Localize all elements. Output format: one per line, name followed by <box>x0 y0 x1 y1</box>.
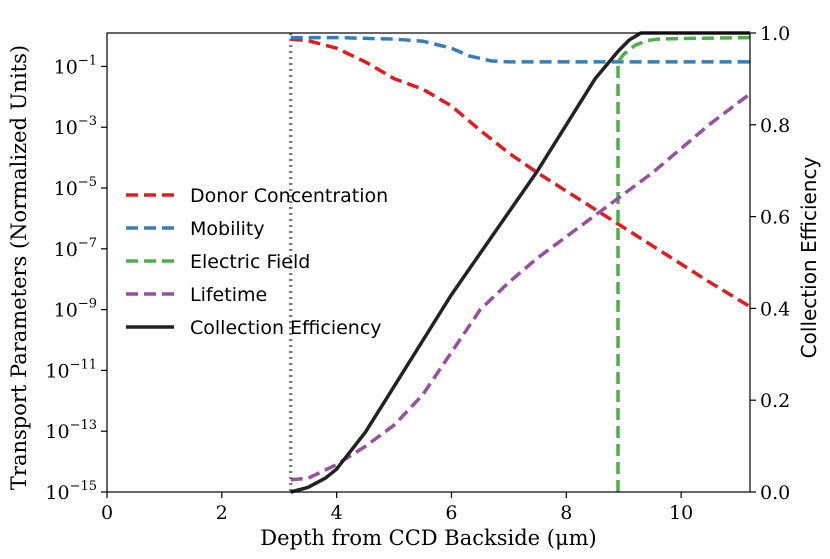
y-axis-left: 10−1 10−3 10−5 10−7 10−9 10−11 10−13 10−15 <box>45 53 107 504</box>
legend-item: Donor Concentration <box>126 185 388 207</box>
y-left-tick-label: 10−13 <box>45 418 97 443</box>
y-left-tick-label: 10−7 <box>54 236 97 261</box>
x-tick-label: 2 <box>216 502 228 524</box>
y-right-tick-label: 0.2 <box>760 390 790 412</box>
series-donor-concentration <box>290 37 750 309</box>
y-axis-left-label: Transport Parameters (Normalized Units) <box>7 45 31 490</box>
y-left-tick-label: 10−5 <box>54 175 97 200</box>
y-right-tick-label: 0.8 <box>760 115 790 137</box>
x-tick-label: 6 <box>445 502 457 524</box>
y-axis-right: 0.0 0.2 0.4 0.6 0.8 1.0 <box>750 23 790 504</box>
x-tick-label: 0 <box>101 502 113 524</box>
x-tick-label: 8 <box>560 502 572 524</box>
legend-label: Donor Concentration <box>190 185 388 207</box>
legend-label: Electric Field <box>190 251 310 273</box>
x-axis: 0 2 4 6 8 10 <box>101 492 693 524</box>
series-electric-field <box>616 35 750 492</box>
y-left-tick-label: 10−15 <box>45 479 97 504</box>
legend-label: Lifetime <box>190 284 267 306</box>
y-left-tick-label: 10−9 <box>54 297 97 322</box>
series-mobility <box>290 35 750 64</box>
y-axis-right-label: Collection Efficiency <box>797 157 821 359</box>
y-right-tick-label: 0.4 <box>760 298 790 320</box>
y-right-tick-label: 0.6 <box>760 207 790 229</box>
plot-frame <box>106 32 751 493</box>
legend-label: Mobility <box>190 218 265 240</box>
legend-label: Collection Efficiency <box>190 317 382 339</box>
legend-item: Electric Field <box>126 251 310 273</box>
legend-item: Mobility <box>126 218 265 240</box>
x-axis-label: Depth from CCD Backside (μm) <box>260 526 596 550</box>
x-tick-label: 4 <box>331 502 343 524</box>
legend: Donor Concentration Mobility Electric Fiel… <box>126 185 388 339</box>
y-left-tick-label: 10−11 <box>45 357 97 382</box>
legend-item: Lifetime <box>126 284 267 306</box>
y-right-tick-label: 0.0 <box>760 482 790 504</box>
y-left-tick-label: 10−3 <box>54 114 97 139</box>
y-right-tick-label: 1.0 <box>760 23 790 45</box>
y-left-tick-label: 10−1 <box>54 53 97 78</box>
series-layer <box>288 31 750 494</box>
x-tick-label: 10 <box>669 502 693 524</box>
legend-item: Collection Efficiency <box>126 317 382 339</box>
series-lifetime <box>290 92 750 482</box>
